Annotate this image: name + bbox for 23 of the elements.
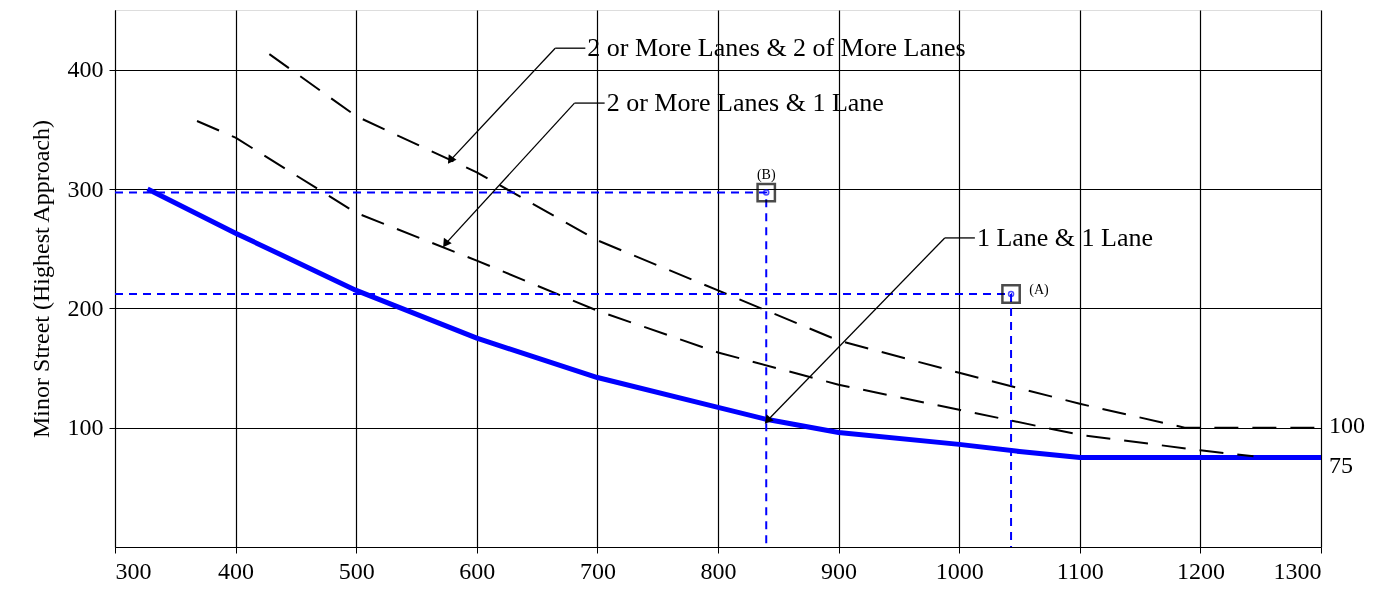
point [756,182,777,203]
point [1001,284,1021,304]
x-tick-label: 1200 [1176,557,1225,584]
annotation: 1 Lane & 1 Lane [976,222,1154,252]
x-tick-label: 500 [338,557,375,584]
x-tick-label: 800 [700,557,737,584]
annotation: (B) [756,166,776,183]
x-tick-label: 1000 [935,557,984,584]
y-axis-title: Minor Street (Highest Approach) [27,120,54,438]
x-tick-label: 900 [821,557,858,584]
x-tick-label: 300 [115,557,152,584]
y-tick-label: 200 [67,294,104,321]
x-tick-label: 700 [579,557,616,584]
x-tick-label: 1300 [1273,557,1322,584]
annotation: (A) [1029,282,1050,299]
x-tick-label: 600 [459,557,496,584]
y-tick-label: 300 [67,175,104,202]
y-tick-label: 400 [67,56,104,83]
y-tick-label: 100 [67,414,104,441]
x-tick-label: 400 [218,557,255,584]
x-tick-label: 1100 [1056,557,1104,584]
annotation: 75 [1329,451,1353,478]
annotation: 100 [1329,411,1365,438]
